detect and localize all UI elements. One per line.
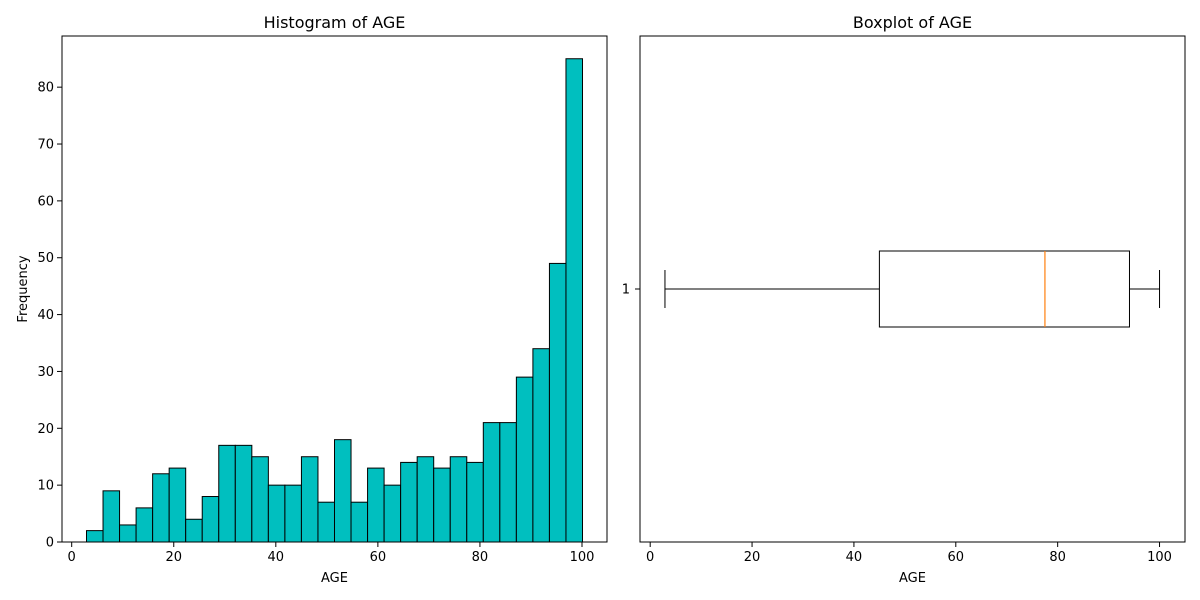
histogram-bar bbox=[548, 262, 567, 543]
histogram-bar bbox=[400, 461, 418, 543]
histogram-x-tick-label: 80 bbox=[472, 550, 489, 565]
histogram-bar bbox=[367, 467, 385, 543]
histogram-bar bbox=[300, 456, 319, 543]
histogram-y-tick-label: 80 bbox=[37, 81, 54, 96]
histogram-y-tick-label: 50 bbox=[37, 251, 54, 266]
histogram-bar bbox=[218, 444, 236, 543]
histogram-bar bbox=[251, 456, 269, 543]
histogram-bar bbox=[168, 467, 187, 543]
histogram-title: Histogram of AGE bbox=[264, 13, 406, 32]
histogram-x-tick-label: 0 bbox=[68, 550, 76, 565]
histogram-panel: Histogram of AGE 0 20 40 60 80 100 0 10 20 30 40 5… bbox=[16, 13, 608, 586]
boxplot-x-tick-label: 0 bbox=[646, 550, 654, 565]
histogram-bar bbox=[135, 507, 154, 543]
histogram-bar bbox=[499, 422, 517, 543]
histogram-bar bbox=[185, 518, 203, 543]
histogram-bar bbox=[234, 444, 253, 543]
histogram-x-ticks: 0 20 40 60 80 100 bbox=[68, 542, 595, 565]
histogram-bar bbox=[433, 467, 451, 543]
histogram-bars bbox=[85, 58, 584, 543]
histogram-bar bbox=[85, 530, 104, 543]
histogram-y-tick-label: 20 bbox=[37, 422, 54, 437]
boxplot-x-tick-label: 80 bbox=[1049, 550, 1066, 565]
histogram-bar bbox=[317, 501, 335, 543]
boxplot-y-tick-label: 1 bbox=[622, 283, 630, 298]
histogram-y-tick-label: 0 bbox=[46, 536, 54, 551]
histogram-bar bbox=[267, 484, 286, 543]
histogram-bar bbox=[383, 484, 402, 543]
histogram-x-tick-label: 100 bbox=[570, 550, 595, 565]
boxplot-elements bbox=[664, 250, 1161, 328]
boxplot-title: Boxplot of AGE bbox=[853, 13, 972, 32]
histogram-x-tick-label: 60 bbox=[370, 550, 387, 565]
histogram-bar bbox=[449, 456, 468, 543]
histogram-bar bbox=[515, 376, 534, 543]
histogram-y-tick-label: 30 bbox=[37, 365, 54, 380]
histogram-y-tick-label: 40 bbox=[37, 308, 54, 323]
boxplot-x-tick-label: 60 bbox=[948, 550, 965, 565]
histogram-y-tick-label: 60 bbox=[37, 194, 54, 209]
histogram-bar bbox=[482, 422, 501, 543]
boxplot-panel: Boxplot of AGE 0 20 40 60 80 100 1 AGE bbox=[622, 13, 1186, 586]
histogram-bar bbox=[152, 473, 170, 543]
histogram-bar bbox=[334, 439, 352, 543]
histogram-bar bbox=[284, 484, 302, 543]
histogram-bar bbox=[532, 348, 550, 543]
histogram-y-axis-label: Frequency bbox=[16, 255, 31, 322]
boxplot-box bbox=[878, 250, 1130, 328]
histogram-axes-frame bbox=[61, 35, 608, 543]
histogram-y-tick-label: 70 bbox=[37, 138, 54, 153]
histogram-y-tick-label: 10 bbox=[37, 479, 54, 494]
histogram-bar bbox=[565, 58, 584, 543]
boxplot-y-ticks: 1 bbox=[622, 283, 640, 298]
histogram-bar bbox=[466, 461, 484, 543]
histogram-bar bbox=[119, 524, 137, 543]
boxplot-x-ticks: 0 20 40 60 80 100 bbox=[646, 542, 1172, 565]
histogram-bar bbox=[102, 490, 121, 543]
histogram-x-axis-label: AGE bbox=[321, 571, 348, 586]
histogram-x-tick-label: 40 bbox=[268, 550, 285, 565]
boxplot-x-tick-label: 100 bbox=[1147, 550, 1172, 565]
histogram-bar bbox=[416, 456, 435, 543]
boxplot-x-tick-label: 20 bbox=[744, 550, 761, 565]
histogram-bar bbox=[201, 496, 220, 543]
histogram-y-ticks: 0 10 20 30 40 50 60 70 80 bbox=[37, 81, 62, 551]
histogram-bar bbox=[350, 501, 369, 543]
boxplot-x-axis-label: AGE bbox=[899, 571, 926, 586]
histogram-x-tick-label: 20 bbox=[165, 550, 182, 565]
boxplot-x-tick-label: 40 bbox=[846, 550, 863, 565]
